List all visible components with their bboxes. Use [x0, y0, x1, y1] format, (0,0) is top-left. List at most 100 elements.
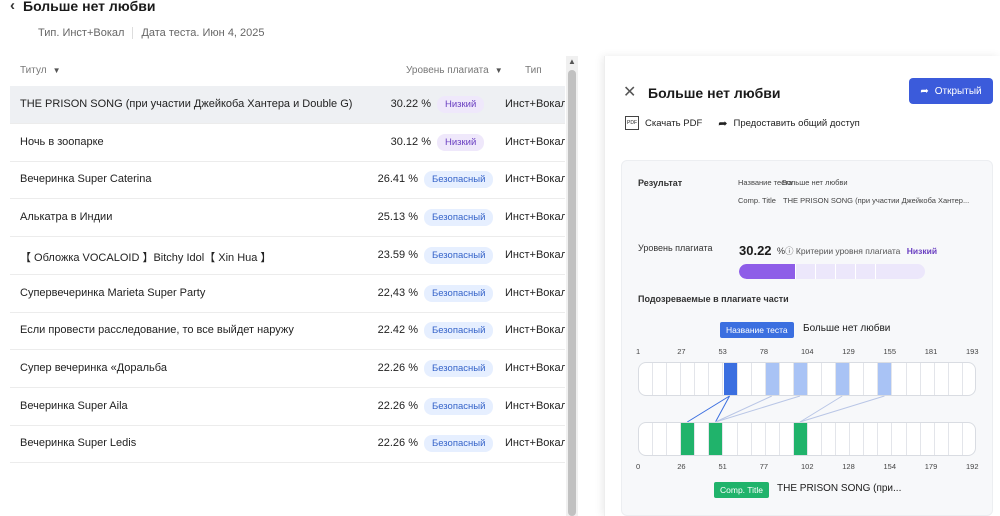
segment-cell[interactable]: [765, 363, 780, 395]
segment-cell: [878, 423, 893, 455]
segment-cell: [893, 363, 907, 395]
chevron-left-icon[interactable]: ‹: [10, 0, 15, 14]
segment-cell: [907, 363, 921, 395]
meta-type: Тип. Инст+Вокал: [38, 27, 125, 39]
row-percent: 26.41 %: [377, 173, 418, 186]
row-percent: 23.59 %: [377, 248, 418, 261]
row-title: THE PRISON SONG (при участии Джейкоба Ха…: [20, 98, 353, 110]
table-header: Титул ▼ Уровень плагиата ▼ Тип: [10, 56, 565, 86]
segment-cell: [808, 363, 823, 395]
pdf-icon[interactable]: PDF: [625, 116, 639, 130]
segment-cell: [864, 363, 879, 395]
row-title: Если провести расследование, то все выйд…: [20, 324, 294, 337]
table-row[interactable]: THE PRISON SONG (при участии Джейкоба Ха…: [10, 86, 565, 124]
table-row[interactable]: Ночь в зоопарке 30.12 % Низкий Инст+Вокал: [10, 124, 565, 162]
row-title: Супер вечеринка «Доральба: [20, 361, 167, 374]
bottom-axis-tick: 179: [924, 462, 938, 471]
risk-badge: Безопасный: [424, 435, 494, 453]
info-icon[interactable]: ⓘ: [785, 246, 794, 256]
row-percent: 22.42 %: [377, 324, 418, 337]
segment-cell: [695, 423, 710, 455]
risk-badge: Безопасный: [424, 246, 494, 264]
row-title: Вечеринка Super Aila: [20, 399, 128, 412]
segment-cell: [709, 363, 724, 395]
row-type: Инст+Вокал: [505, 361, 565, 374]
scroll-up-arrow-icon[interactable]: ▲: [568, 57, 576, 66]
row-title: Супервечеринка Marieta Super Party: [20, 286, 206, 299]
column-level-label: Уровень плагиата: [406, 65, 489, 76]
segment-cell[interactable]: [793, 423, 808, 455]
risk-badge: Безопасный: [424, 397, 494, 415]
row-type: Инст+Вокал: [505, 211, 565, 224]
back-row[interactable]: ‹ Больше нет любви: [10, 0, 155, 14]
row-type: Инст+Вокал: [505, 286, 565, 299]
segment-cell: [921, 423, 935, 455]
table-row[interactable]: 【 Обложка VOCALOID 】Bitchy Idol【 Xin Hua…: [10, 237, 565, 275]
match-link-line: [799, 395, 885, 423]
row-percent: 22.26 %: [377, 399, 418, 412]
open-button-label: Открытый: [934, 85, 982, 97]
segment-cell[interactable]: [681, 423, 696, 455]
row-type: Инст+Вокал: [505, 399, 565, 412]
download-pdf-link[interactable]: Скачать PDF: [645, 117, 703, 129]
segment-cell: [667, 363, 682, 395]
plagiarism-unit: %: [777, 246, 786, 256]
bottom-axis-tick: 0: [636, 462, 641, 471]
sort-caret-icon[interactable]: ▼: [494, 66, 503, 75]
open-button[interactable]: ➦ Открытый: [909, 78, 993, 104]
column-header-type[interactable]: Тип: [525, 65, 542, 76]
segment-cell[interactable]: [793, 363, 808, 395]
bottom-axis-tick: 128: [842, 462, 855, 471]
match-link-line: [715, 395, 773, 423]
column-header-title[interactable]: Титул ▼: [20, 65, 60, 76]
panel-actions: PDF Скачать PDF ➦ Предоставить общий дос…: [625, 116, 860, 130]
plagiarism-progress-bar: [739, 264, 925, 279]
close-icon[interactable]: ✕: [623, 84, 637, 101]
segment-cell[interactable]: [723, 363, 738, 395]
top-axis-tick: 181: [924, 347, 938, 356]
table-row[interactable]: Вечеринка Super Aila 22.26 % Безопасный Инс…: [10, 388, 565, 426]
plagiarism-value: 30.22: [739, 243, 772, 258]
row-title: Вечеринка Super Caterina: [20, 173, 152, 186]
segment-cell: [681, 363, 696, 395]
table-row[interactable]: Супер вечеринка «Доральба 22.26 % Безопасн…: [10, 350, 565, 388]
meta-divider: [132, 27, 134, 39]
row-type: Инст+Вокал: [505, 248, 565, 261]
segment-cell: [935, 423, 949, 455]
test-name-label: Название теста: [738, 178, 793, 187]
row-percent: 22,43 %: [377, 286, 418, 299]
segment-cell[interactable]: [709, 423, 724, 455]
progress-segment: [815, 264, 835, 279]
segment-cell: [836, 423, 851, 455]
bottom-axis-tick: 77: [759, 462, 769, 471]
segment-cell: [921, 363, 935, 395]
match-link-line: [687, 395, 730, 423]
segment-cell[interactable]: [878, 363, 893, 395]
segment-cell[interactable]: [836, 363, 851, 395]
match-link-line: [715, 395, 730, 423]
risk-badge: Безопасный: [424, 284, 494, 302]
share-icon[interactable]: ➦: [718, 117, 728, 130]
table-row[interactable]: Супервечеринка Marieta Super Party 22,43 …: [10, 275, 565, 313]
comp-title-tag: Comp. Title: [714, 482, 769, 498]
column-header-level[interactable]: Уровень плагиата ▼: [406, 65, 503, 76]
segment-cell: [738, 423, 752, 455]
table-row[interactable]: Вечеринка Super Caterina 26.41 % Безопасны…: [10, 161, 565, 200]
comp-title-label: Comp. Title: [738, 196, 776, 205]
sort-caret-icon[interactable]: ▼: [52, 66, 61, 75]
table-row[interactable]: Алькатра в Индии 25.13 % Безопасный Инст+Во…: [10, 199, 565, 238]
risk-badge: Безопасный: [424, 322, 494, 340]
share-link[interactable]: Предоставить общий доступ: [733, 117, 860, 129]
table-scrollbar[interactable]: ▲: [566, 56, 578, 516]
row-title: Ночь в зоопарке: [20, 135, 104, 148]
row-percent: 22.26 %: [377, 361, 418, 374]
match-link-line: [715, 395, 801, 423]
risk-badge: Безопасный: [424, 209, 494, 227]
table-row[interactable]: Если провести расследование, то все выйд…: [10, 312, 565, 351]
segment-cell: [850, 363, 865, 395]
table-row[interactable]: Вечеринка Super Ledis 22.26 % Безопасный Ин…: [10, 425, 565, 464]
bottom-axis-tick: 154: [883, 462, 897, 471]
scroll-thumb[interactable]: [568, 70, 576, 516]
risk-badge: Безопасный: [424, 171, 494, 189]
segment-cell: [893, 423, 907, 455]
